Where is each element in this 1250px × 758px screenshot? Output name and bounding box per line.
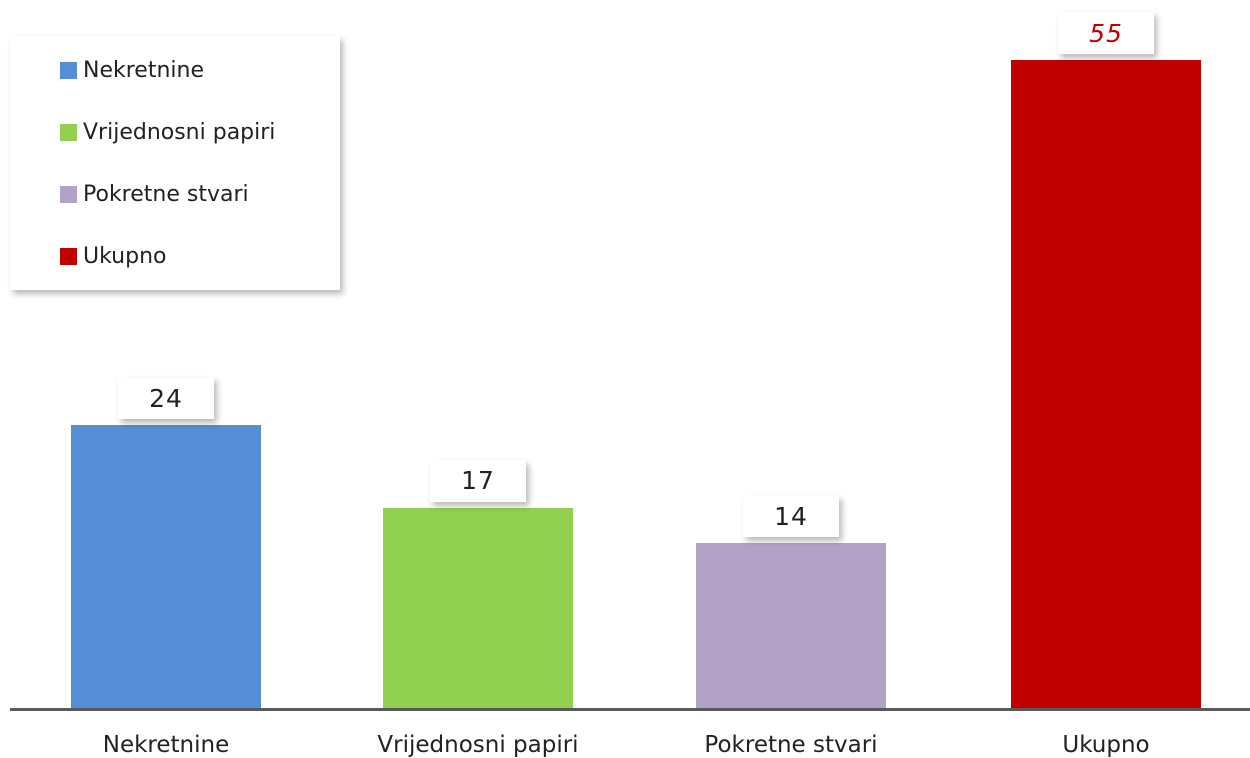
legend-label-vrijednosni-papiri: Vrijednosni papiri xyxy=(83,119,276,145)
bar-ukupno xyxy=(1011,60,1201,708)
data-label-nekretnine: 24 xyxy=(118,377,214,420)
legend-swatch-vrijednosni-papiri xyxy=(60,123,77,141)
bar-nekretnine xyxy=(71,425,261,708)
legend-swatch-nekretnine xyxy=(60,61,77,79)
legend-label-nekretnine: Nekretnine xyxy=(83,57,204,83)
x-axis-line xyxy=(10,708,1250,711)
x-tick-label-ukupno: Ukupno xyxy=(1062,732,1150,758)
data-label-ukupno: 55 xyxy=(1058,12,1154,55)
chart-legend: Nekretnine Vrijednosni papiri Pokretne s… xyxy=(10,36,340,290)
x-tick-label-nekretnine: Nekretnine xyxy=(102,732,230,758)
data-label-vrijednosni-papiri: 17 xyxy=(430,459,526,502)
legend-item-nekretnine: Nekretnine xyxy=(60,55,204,85)
legend-item-pokretne-stvari: Pokretne stvari xyxy=(60,179,249,209)
bar-vrijednosni-papiri xyxy=(383,507,573,708)
data-label-pokretne-stvari: 14 xyxy=(743,495,839,538)
legend-item-vrijednosni-papiri: Vrijednosni papiri xyxy=(60,117,275,147)
x-tick-label-pokretne-stvari: Pokretne stvari xyxy=(704,732,878,758)
x-tick-label-vrijednosni-papiri: Vrijednosni papiri xyxy=(377,732,579,758)
legend-item-ukupno: Ukupno xyxy=(60,241,166,271)
legend-swatch-pokretne-stvari xyxy=(60,185,77,203)
legend-swatch-ukupno xyxy=(60,247,77,265)
legend-label-ukupno: Ukupno xyxy=(83,243,167,269)
legend-label-pokretne-stvari: Pokretne stvari xyxy=(83,181,249,207)
bar-pokretne-stvari xyxy=(696,543,886,708)
